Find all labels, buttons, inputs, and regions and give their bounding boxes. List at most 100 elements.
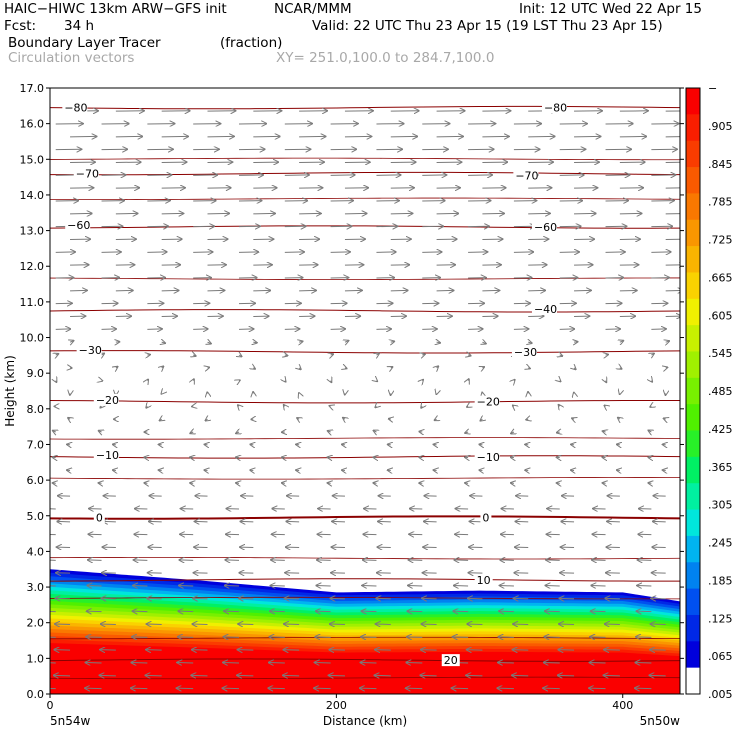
colorbar-swatch — [686, 325, 700, 352]
wind-vector — [375, 650, 391, 651]
wind-vector — [87, 585, 102, 586]
wind-vector — [528, 368, 530, 369]
wind-vector — [604, 406, 605, 407]
wind-vector — [421, 406, 422, 407]
wind-vector — [528, 342, 531, 343]
wind-vector — [603, 431, 606, 432]
colorbar-swatch — [686, 404, 700, 432]
wind-vector — [558, 650, 575, 651]
wind-vector — [407, 637, 423, 638]
wind-vector — [192, 624, 208, 625]
x-axis-label: Distance (km) — [323, 714, 407, 728]
wind-vector — [116, 367, 118, 368]
wind-vector — [239, 598, 254, 599]
wind-vector — [453, 611, 469, 612]
contour-label-bg — [474, 573, 493, 586]
contour-label: 20 — [444, 654, 458, 667]
wind-vector — [100, 406, 101, 407]
colorbar-label: .065 — [708, 650, 733, 663]
wind-vector — [86, 662, 102, 663]
wind-vector — [635, 662, 652, 663]
wind-vector — [620, 368, 622, 369]
wind-vector — [651, 598, 666, 599]
wind-vector — [50, 687, 56, 690]
wind-vector — [391, 341, 394, 342]
field-name: Boundary Layer Tracer — [8, 35, 161, 51]
wind-vector — [589, 688, 606, 689]
colorbar-label: .425 — [708, 423, 733, 436]
y-tick-label: 14.0 — [20, 189, 45, 202]
wind-vector — [620, 341, 623, 342]
x-right-endpoint: 5n50w — [640, 714, 681, 728]
wind-vector — [480, 419, 482, 420]
y-tick-label: 1.0 — [27, 652, 45, 665]
wind-vector — [591, 585, 606, 586]
wind-vector — [316, 611, 331, 612]
temperature-contour — [50, 105, 680, 110]
wind-vector — [545, 611, 560, 612]
model-title: HAIC−HIWC 13km ARW−GFS init — [4, 1, 227, 17]
colorbar-swatch — [686, 272, 700, 300]
wind-vector — [422, 354, 425, 355]
wind-vector — [223, 662, 240, 663]
wind-vector — [557, 432, 560, 433]
wind-vector — [253, 368, 255, 369]
org-label: NCAR/MMM — [274, 1, 352, 17]
colorbar-frame — [685, 87, 701, 695]
contour-label: −10 — [477, 451, 500, 464]
colorbar-swatch — [686, 667, 700, 695]
wind-vector — [177, 688, 194, 689]
wind-vector — [237, 675, 254, 676]
wind-vector — [331, 354, 334, 355]
colorbar-swatch — [686, 114, 700, 142]
y-tick-label: 5.0 — [27, 510, 45, 523]
wind-vector — [239, 355, 242, 356]
wind-vector — [238, 650, 254, 651]
wind-vector — [468, 598, 483, 599]
wind-vector — [271, 585, 285, 586]
contour-label-bg — [65, 219, 91, 232]
wind-vector — [437, 366, 439, 367]
temperature-contour — [50, 350, 680, 354]
temperature-contour — [50, 596, 680, 600]
wind-vector — [590, 662, 606, 663]
colorbar-label: .005 — [708, 688, 733, 701]
fcst-value: 34 h — [64, 18, 95, 34]
wind-vector — [162, 366, 164, 367]
circulation-vectors — [50, 111, 680, 690]
contour-label-bg — [93, 511, 105, 524]
temperature-contours — [50, 105, 680, 680]
wind-vector — [408, 585, 423, 586]
wind-vector — [285, 381, 286, 382]
wind-vector — [526, 419, 528, 420]
wind-vector — [606, 381, 607, 382]
wind-vector — [435, 419, 437, 420]
wind-vector — [635, 688, 652, 689]
contour-label: −40 — [534, 303, 557, 316]
wind-vector — [132, 637, 148, 638]
temperature-contour — [50, 399, 680, 404]
wind-vector — [299, 368, 301, 369]
y-tick-label: 8.0 — [27, 403, 45, 416]
wind-vector — [558, 675, 575, 676]
wind-vector — [376, 598, 391, 599]
wind-vector — [636, 637, 652, 638]
x-left-endpoint: 5n54w — [50, 714, 91, 728]
wind-vector — [637, 585, 652, 586]
wind-vector — [131, 688, 148, 689]
contour-label-bg — [511, 345, 537, 358]
wind-vector — [650, 650, 666, 651]
wind-vector — [190, 432, 193, 433]
contour-label-bg — [480, 511, 492, 524]
y-tick-label: 17.0 — [20, 82, 45, 95]
wind-vector — [315, 637, 331, 638]
wind-vector — [546, 585, 560, 586]
temperature-contour — [50, 437, 680, 440]
wind-vector — [361, 637, 377, 638]
wind-vector — [50, 610, 56, 613]
colorbar-swatch — [686, 298, 700, 326]
colorbar-swatch — [686, 588, 700, 616]
wind-vector — [511, 432, 514, 433]
colorbar-swatch — [686, 140, 700, 168]
